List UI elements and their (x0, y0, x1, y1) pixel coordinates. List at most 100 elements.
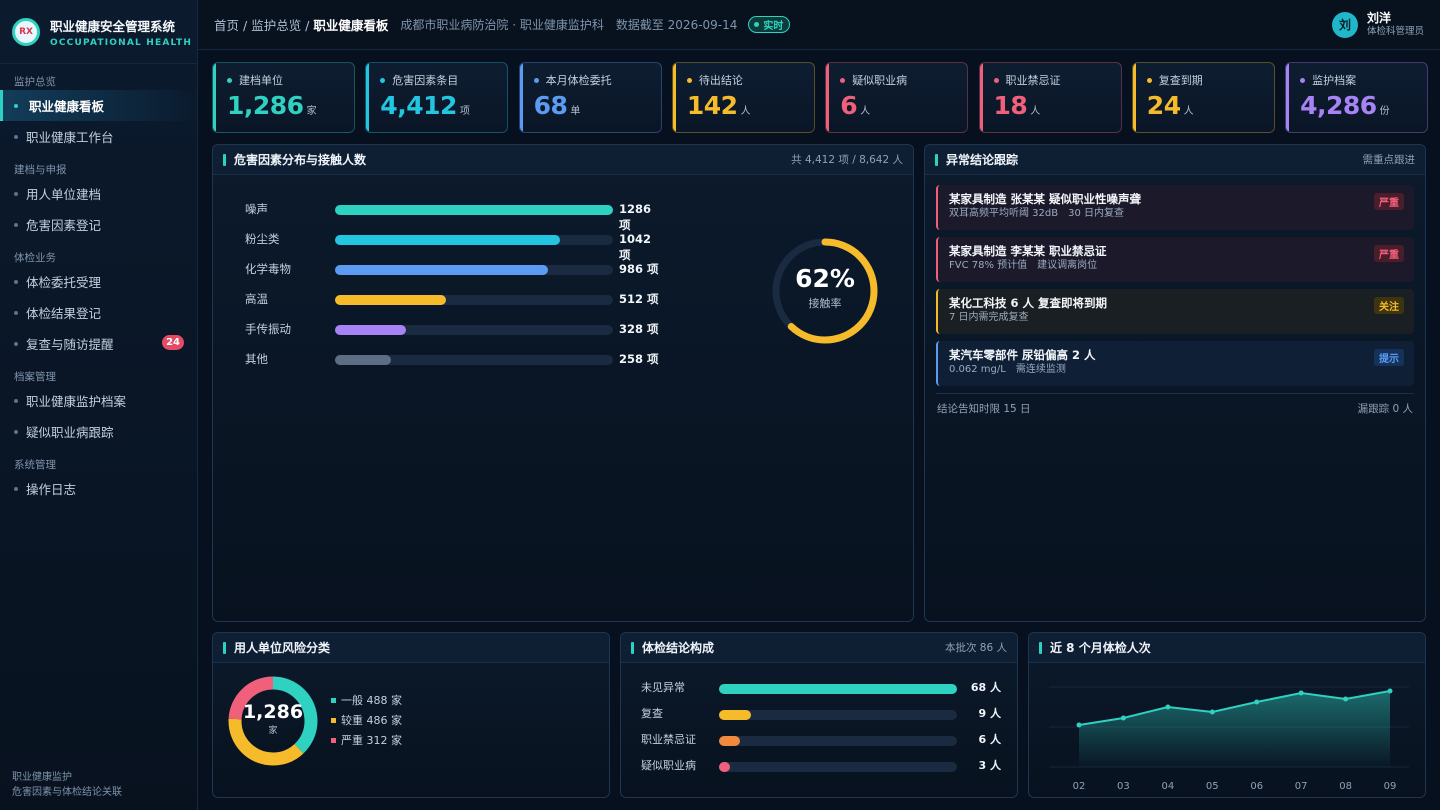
stat-value: 18 人 (994, 91, 1121, 120)
stat-label-text: 待出结论 (698, 74, 743, 87)
hazard-bar (335, 355, 391, 365)
conclusion-bar (719, 710, 751, 720)
trend-x-tick: 03 (1117, 781, 1130, 792)
breadcrumb-home[interactable]: 首页 (214, 18, 240, 33)
stat-card[interactable]: 疑似职业病 6 人 (825, 62, 969, 133)
stat-accent-bar (1132, 63, 1136, 132)
sidebar-footer: 职业健康监护 危害因素与体检结论关联 (12, 770, 122, 800)
hazard-bar (335, 295, 446, 305)
brand-title: 职业健康安全管理系统 (50, 18, 176, 34)
alert-detail: FVC 78% 预计值 建议调离岗位 (949, 260, 1098, 271)
breadcrumb-overview[interactable]: 监护总览 (251, 18, 302, 33)
avatar[interactable]: 刘 (1331, 11, 1358, 38)
hazard-bar-row: 噪声 1286 项 (245, 201, 661, 232)
sidebar-item[interactable]: 危害因素登记 (0, 209, 197, 240)
alert-title: 某家具制造 张某某 疑似职业性噪声聋 (949, 192, 1142, 206)
stat-card[interactable]: 监护档案 4,286 份 (1285, 62, 1429, 133)
sidebar-item[interactable]: 操作日志 (0, 473, 197, 504)
stat-card[interactable]: 建档单位 1,286 家 (212, 62, 355, 133)
stat-unit: 家 (306, 106, 317, 117)
abnormal-panel: 异常结论跟踪 需重点跟进 某家具制造 张某某 疑似职业性噪声聋 双耳高频平均听阈 … (924, 144, 1426, 622)
conclusion-panel: 体检结论构成 本批次 86 人 未见异常 68 人复查 9 人职业禁忌证 6 人疑似职… (620, 632, 1018, 798)
trend-line (1078, 690, 1391, 726)
breadcrumb: 首页 / 监护总览 / 职业健康看板 (214, 15, 388, 34)
stat-label: 疑似职业病 (840, 72, 967, 88)
alert-item[interactable]: 某化工科技 6 人 复查即将到期 7 日内需完成复查 关注 (936, 289, 1414, 334)
hazard-bar-track (335, 235, 613, 245)
sidebar-item[interactable]: 体检结果登记 (0, 297, 197, 328)
stat-card[interactable]: 本月体检委托 68 单 (518, 62, 662, 133)
hazard-value-label: 986 项 (619, 262, 659, 276)
conclusion-batch: 本批次 86 人 (944, 642, 1007, 654)
trend-x-tick: 07 (1295, 781, 1308, 792)
severity-tag: 严重 (1374, 193, 1404, 210)
sidebar-item[interactable]: 职业健康工作台 (0, 121, 197, 152)
alert-title: 某汽车零部件 尿铅偏高 2 人 (949, 348, 1096, 362)
brand-logo-icon: RX (12, 17, 40, 46)
risk-donut-slice (228, 676, 318, 766)
sidebar-item[interactable]: 职业健康看板 (0, 90, 197, 121)
live-dot-icon (754, 22, 760, 27)
user-menu[interactable]: 刘 刘洋 体检科管理员 (1331, 11, 1424, 38)
header-marker (223, 641, 226, 654)
alert-item[interactable]: 某家具制造 张某某 疑似职业性噪声聋 双耳高频平均听阈 32dB 30 日内复查 严… (936, 185, 1414, 230)
stat-number: 24 (1146, 91, 1181, 120)
conclusion-bar-row: 复查 9 人 (641, 707, 1001, 721)
hazard-bar-row: 化学毒物 986 项 (245, 261, 661, 277)
conclusion-value-label: 68 人 (970, 681, 1001, 694)
sidebar-item[interactable]: 体检委托受理 (0, 266, 197, 297)
hazard-value-label: 512 项 (619, 292, 659, 306)
trend-x-tick: 02 (1073, 781, 1086, 792)
stat-card[interactable]: 待出结论 142 人 (671, 62, 815, 133)
trend-point (1165, 704, 1171, 710)
exposure-rate-ring (772, 238, 878, 344)
alert-item[interactable]: 某汽车零部件 尿铅偏高 2 人 0.062 mg/L 需连续监测 提示 (936, 341, 1414, 386)
conclusion-bar (719, 684, 957, 694)
stat-card[interactable]: 复查到期 24 人 (1131, 62, 1275, 133)
hazard-value-label: 328 项 (619, 322, 659, 336)
sidebar-nav: 监护总览 职业健康看板 职业健康工作台 建档与申报 用人单位建档 危害因素登记 体检业务 体检… (0, 74, 197, 504)
organization-name: 成都市职业病防治院 · 职业健康监护科 (400, 18, 604, 32)
stat-value: 142 人 (687, 91, 814, 120)
abnormal-foot-left: 结论告知时限 15 日 (937, 403, 1031, 415)
severity-tag: 关注 (1374, 297, 1404, 314)
stat-label-text: 职业禁忌证 (1005, 74, 1061, 87)
severity-tag: 严重 (1374, 245, 1404, 262)
hazard-category-label: 粉尘类 (245, 232, 280, 246)
abnormal-right-label[interactable]: 需重点跟进 (1362, 154, 1416, 166)
stat-card[interactable]: 危害因素条目 4,412 项 (365, 62, 509, 133)
conclusion-category-label: 疑似职业病 (641, 759, 696, 772)
sidebar-item[interactable]: 疑似职业病跟踪 (0, 416, 197, 447)
risk-center-unit: 家 (268, 726, 278, 736)
sidebar-item[interactable]: 职业健康监护档案 (0, 385, 197, 416)
stat-number: 6 (840, 91, 858, 120)
divider (936, 393, 1414, 394)
abnormal-foot-right: 漏跟踪 0 人 (1357, 403, 1413, 415)
stat-card[interactable]: 职业禁忌证 18 人 (978, 62, 1122, 133)
sidebar-item[interactable]: 复查与随访提醒 24 (0, 328, 197, 359)
stat-dot-icon (227, 77, 232, 83)
conclusion-value-label: 3 人 (978, 759, 1001, 772)
stat-accent-bar (672, 63, 676, 132)
sidebar-item-label: 职业健康工作台 (26, 130, 114, 145)
nav-group-label: 体检业务 (14, 252, 56, 264)
data-date: 数据截至 2026-09-14 (615, 18, 738, 32)
sidebar-footer-line1: 职业健康监护 (12, 772, 72, 783)
sidebar-item-label: 体检委托受理 (26, 275, 102, 290)
stat-number: 4,412 (380, 91, 457, 120)
hazard-summary: 共 4,412 项 / 8,642 人 (791, 154, 903, 166)
alert-item[interactable]: 某家具制造 李某某 职业禁忌证 FVC 78% 预计值 建议调离岗位 严重 (936, 237, 1414, 282)
trend-point (1254, 699, 1260, 705)
stat-value: 24 人 (1147, 91, 1274, 120)
conclusion-bar-row: 职业禁忌证 6 人 (641, 733, 1001, 747)
conclusion-bar-track (719, 762, 957, 772)
sidebar-item[interactable]: 用人单位建档 (0, 178, 197, 209)
stat-label-text: 本月体检委托 (545, 74, 612, 87)
trend-panel: 近 8 个月体检人次 02 03 04 05 06 07 08 09 (1028, 632, 1426, 798)
brand-subtitle: OCCUPATIONAL HEALTH (50, 37, 193, 48)
exposure-rate-center: 62% 接触率 (765, 263, 885, 311)
stat-label: 危害因素条目 (380, 72, 507, 88)
conclusion-category-label: 职业禁忌证 (641, 733, 696, 746)
stat-accent-bar (979, 63, 983, 132)
user-name: 刘洋 (1366, 11, 1391, 25)
